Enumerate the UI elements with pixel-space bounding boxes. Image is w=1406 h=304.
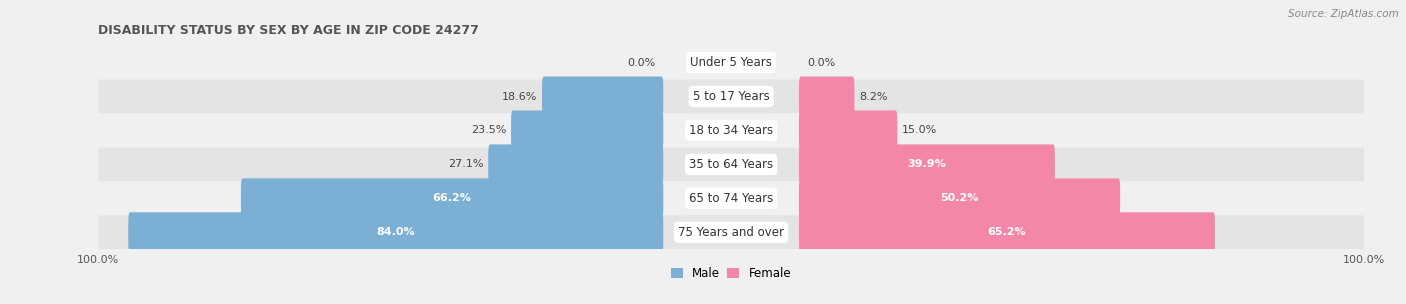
Text: 65 to 74 Years: 65 to 74 Years xyxy=(689,192,773,205)
Text: 39.9%: 39.9% xyxy=(907,159,946,169)
Text: 15.0%: 15.0% xyxy=(903,126,938,136)
FancyBboxPatch shape xyxy=(799,77,855,116)
FancyBboxPatch shape xyxy=(488,144,664,185)
Text: 18.6%: 18.6% xyxy=(502,92,537,102)
FancyBboxPatch shape xyxy=(799,178,1121,218)
Legend: Male, Female: Male, Female xyxy=(671,267,792,280)
FancyBboxPatch shape xyxy=(98,113,1364,147)
FancyBboxPatch shape xyxy=(98,181,1364,215)
Text: 27.1%: 27.1% xyxy=(449,159,484,169)
FancyBboxPatch shape xyxy=(98,215,1364,249)
FancyBboxPatch shape xyxy=(799,144,1054,185)
FancyBboxPatch shape xyxy=(98,46,1364,80)
Text: 0.0%: 0.0% xyxy=(807,57,835,67)
FancyBboxPatch shape xyxy=(240,178,664,218)
FancyBboxPatch shape xyxy=(799,212,1215,252)
Text: 0.0%: 0.0% xyxy=(627,57,655,67)
FancyBboxPatch shape xyxy=(128,212,664,252)
Text: 84.0%: 84.0% xyxy=(377,227,415,237)
FancyBboxPatch shape xyxy=(543,77,664,116)
Text: DISABILITY STATUS BY SEX BY AGE IN ZIP CODE 24277: DISABILITY STATUS BY SEX BY AGE IN ZIP C… xyxy=(98,25,479,37)
FancyBboxPatch shape xyxy=(799,110,897,150)
Text: 23.5%: 23.5% xyxy=(471,126,506,136)
Text: 66.2%: 66.2% xyxy=(433,193,471,203)
Text: Under 5 Years: Under 5 Years xyxy=(690,56,772,69)
FancyBboxPatch shape xyxy=(510,110,664,150)
Text: 5 to 17 Years: 5 to 17 Years xyxy=(693,90,769,103)
Text: 8.2%: 8.2% xyxy=(859,92,887,102)
Text: 75 Years and over: 75 Years and over xyxy=(678,226,785,239)
Text: 35 to 64 Years: 35 to 64 Years xyxy=(689,158,773,171)
Text: 18 to 34 Years: 18 to 34 Years xyxy=(689,124,773,137)
FancyBboxPatch shape xyxy=(98,147,1364,181)
Text: 65.2%: 65.2% xyxy=(987,227,1026,237)
Text: 50.2%: 50.2% xyxy=(941,193,979,203)
FancyBboxPatch shape xyxy=(98,80,1364,113)
Text: Source: ZipAtlas.com: Source: ZipAtlas.com xyxy=(1288,9,1399,19)
